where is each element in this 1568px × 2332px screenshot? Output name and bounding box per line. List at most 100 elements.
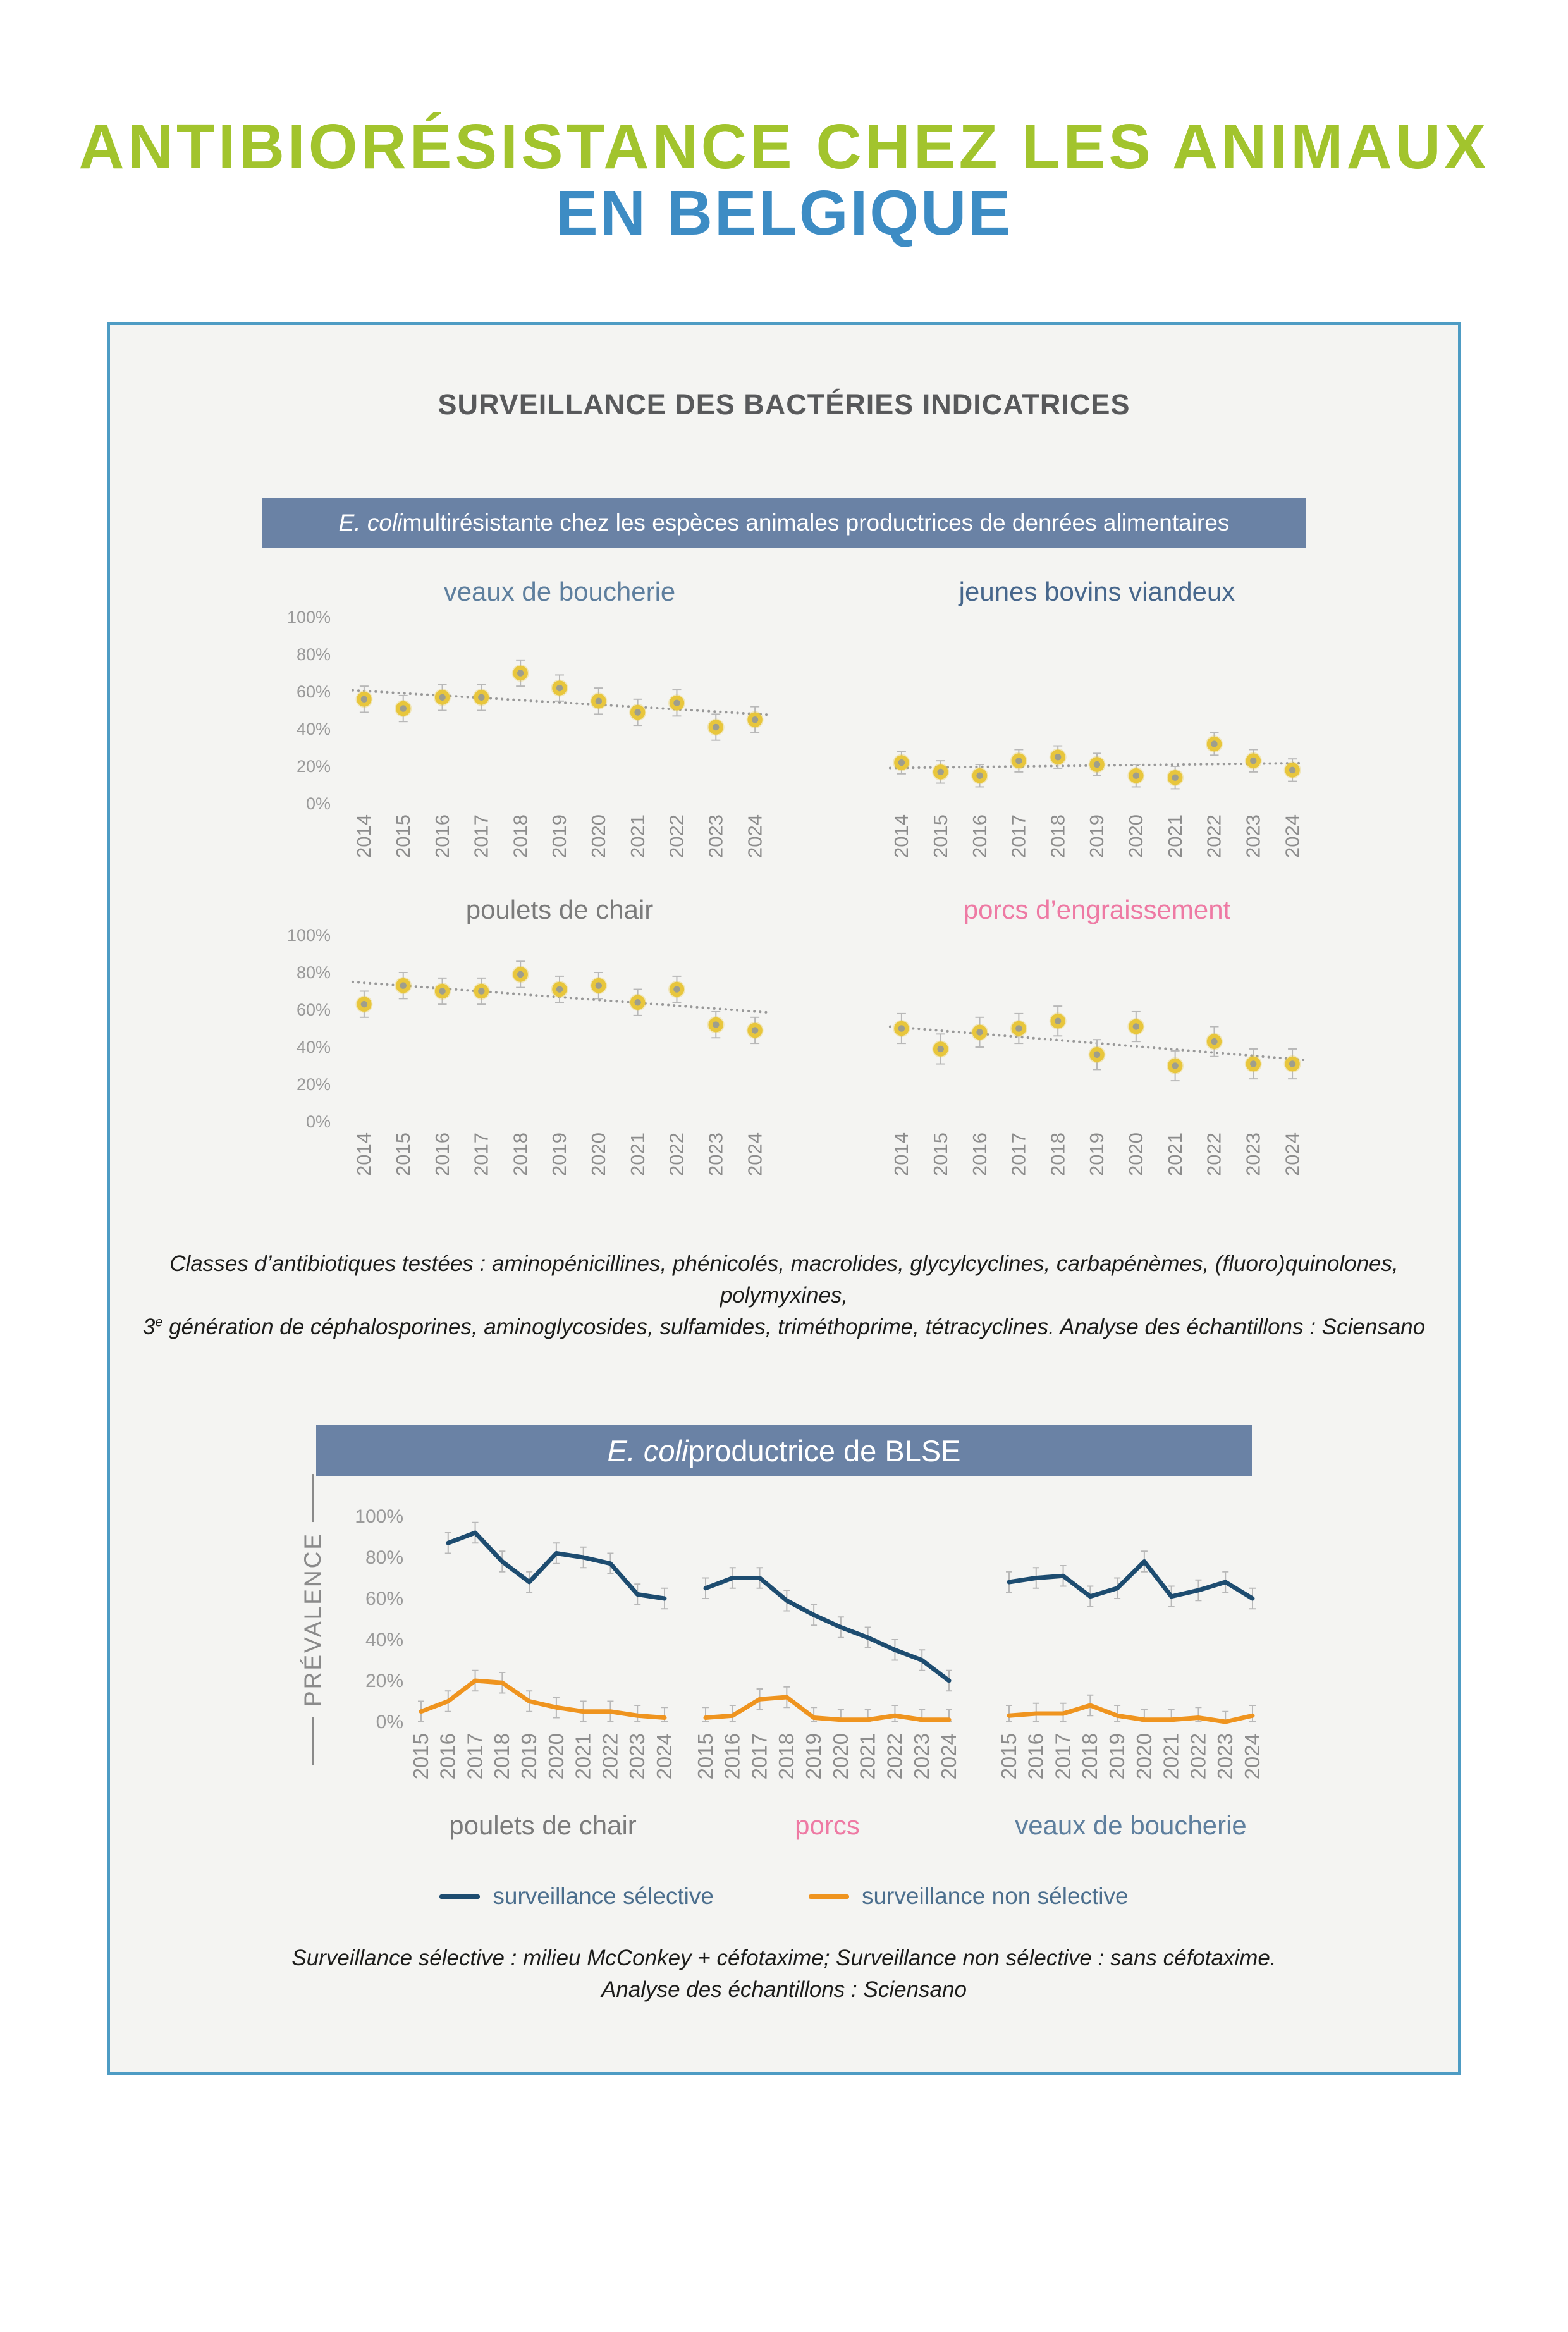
svg-text:2024: 2024 xyxy=(1240,1733,1264,1779)
blse-line-panel-1: 2015 2016 2017 2018 2019 2020 2021 2022 2023 2024… xyxy=(694,1567,960,1840)
svg-text:2021: 2021 xyxy=(627,814,649,858)
svg-text:2016: 2016 xyxy=(431,1132,453,1176)
svg-text:2020: 2020 xyxy=(587,814,609,858)
svg-text:2021: 2021 xyxy=(1160,1733,1183,1779)
svg-text:2015: 2015 xyxy=(929,1132,952,1176)
trend-line xyxy=(351,689,768,716)
banner-ecoli-multiresistante: E. coli multirésistante chez les espèces… xyxy=(262,498,1306,548)
svg-text:100%: 100% xyxy=(355,1506,403,1527)
blse-panel-veaux: 2015 2016 2017 2018 2019 2020 2021 2022 2023 2024… xyxy=(977,1488,1281,1855)
legend-swatch-non-selective xyxy=(808,1894,849,1899)
y-axis-tick-labels: 0% 20% 40% 60% 80% 100% xyxy=(355,1506,403,1733)
surveillance-panel: SURVEILLANCE DES BACTÉRIES INDICATRICES … xyxy=(107,322,1461,2075)
x-axis-year-labels: 2014 2015 2016 2017 2018 2019 2020 2021 2022 2023… xyxy=(353,814,766,858)
svg-text:2023: 2023 xyxy=(705,814,727,858)
svg-text:2020: 2020 xyxy=(544,1733,568,1779)
svg-text:2019: 2019 xyxy=(1105,1733,1129,1779)
data-point-markers xyxy=(355,665,764,736)
svg-text:2017: 2017 xyxy=(463,1733,486,1779)
svg-text:2024: 2024 xyxy=(744,814,766,858)
svg-text:2022: 2022 xyxy=(598,1733,622,1779)
surveillance-note: Surveillance sélective : milieu McConkey… xyxy=(291,1942,1276,2005)
svg-text:2020: 2020 xyxy=(829,1733,852,1779)
svg-text:40%: 40% xyxy=(365,1629,403,1650)
svg-text:2017: 2017 xyxy=(747,1733,771,1779)
banner1-species-italic: E. coli xyxy=(338,510,403,536)
banner2-species-italic: E. coli xyxy=(607,1433,689,1468)
svg-text:2022: 2022 xyxy=(883,1733,906,1779)
svg-text:2017: 2017 xyxy=(1008,1132,1030,1176)
prevalence-axis-column: PRÉVALENCE xyxy=(287,1474,339,1855)
superscript-e: e xyxy=(155,1313,163,1330)
svg-text:2020: 2020 xyxy=(1125,814,1147,858)
svg-text:2021: 2021 xyxy=(627,1132,649,1176)
svg-text:2022: 2022 xyxy=(666,1132,688,1176)
chart-jeunes-bovins-viandeux: jeunes bovins viandeux 2014 2015 2016 2017 20… xyxy=(819,573,1337,880)
svg-text:40%: 40% xyxy=(297,1038,331,1057)
series-line-selective xyxy=(1007,1559,1255,1601)
svg-text:2015: 2015 xyxy=(392,1132,414,1176)
chart-title-group: porcs d’engraissement xyxy=(964,895,1231,924)
antibiotics-note-line1: Classes d’antibiotiques testées : aminop… xyxy=(169,1251,1399,1308)
blse-line-panel-0: 0% 20% 40% 60% 80% 100% 2015 2016 2017 2018 2019 20… xyxy=(355,1506,676,1840)
y-axis-tick-labels: 0% 20% 40% 60% 80% 100% xyxy=(287,608,331,813)
panel-caption: veaux de boucherie xyxy=(1015,1810,1247,1840)
svg-text:2014: 2014 xyxy=(890,814,912,858)
svg-text:2019: 2019 xyxy=(548,1132,570,1176)
svg-text:2018: 2018 xyxy=(490,1733,513,1779)
svg-text:2023: 2023 xyxy=(705,1132,727,1176)
svg-text:2014: 2014 xyxy=(353,1132,375,1176)
banner1-text: multirésistante chez les espèces animale… xyxy=(402,510,1230,536)
legend-item-non-selective: surveillance non sélective xyxy=(808,1883,1129,1910)
chart-title: poulets de chair xyxy=(466,895,654,924)
chart-veaux-de-boucherie: veaux de boucherie 0% 20% 40% 60% 80% 100% 2014… xyxy=(231,573,800,880)
svg-text:60%: 60% xyxy=(365,1588,403,1609)
svg-text:2024: 2024 xyxy=(1281,814,1303,858)
svg-text:2019: 2019 xyxy=(1086,1132,1108,1176)
svg-text:80%: 80% xyxy=(365,1547,403,1568)
data-point-markers xyxy=(893,735,1301,787)
svg-text:2019: 2019 xyxy=(802,1733,825,1779)
svg-text:2016: 2016 xyxy=(1024,1733,1048,1779)
svg-text:2021: 2021 xyxy=(1164,814,1186,858)
svg-text:20%: 20% xyxy=(297,757,331,776)
surveillance-note-line1: Surveillance sélective : milieu McConkey… xyxy=(291,1946,1277,1971)
svg-text:2024: 2024 xyxy=(937,1733,960,1779)
svg-text:20%: 20% xyxy=(365,1671,403,1691)
x-axis-year-labels: 2015 2016 2017 2018 2019 2020 2021 2022 2023 2024 xyxy=(409,1733,676,1779)
svg-text:2021: 2021 xyxy=(1164,1132,1186,1176)
svg-text:2016: 2016 xyxy=(969,814,991,858)
legend-swatch-selective xyxy=(439,1894,481,1899)
legend-label-non-selective: surveillance non sélective xyxy=(861,1883,1129,1910)
data-point-markers xyxy=(355,966,764,1040)
x-axis-year-labels: 2015 2016 2017 2018 2019 2020 2021 2022 2023 2024 xyxy=(997,1733,1264,1779)
banner-ecoli-blse: E. coli productrice de BLSE xyxy=(316,1425,1252,1477)
svg-text:60%: 60% xyxy=(297,682,331,701)
svg-text:2018: 2018 xyxy=(1046,1132,1069,1176)
svg-text:100%: 100% xyxy=(287,926,331,945)
blse-chart-block: PRÉVALENCE 0% 20% 40% 60% 80% 100% 2015 2016 201… xyxy=(287,1474,1281,1855)
svg-text:2024: 2024 xyxy=(652,1733,674,1779)
svg-text:80%: 80% xyxy=(297,645,331,664)
svg-text:2015: 2015 xyxy=(694,1733,717,1779)
x-axis-year-labels: 2015 2016 2017 2018 2019 2020 2021 2022 2023 2024 xyxy=(694,1733,960,1779)
chart-poulets-de-chair: poulets de chair 0% 20% 40% 60% 80% 100% 2014 20… xyxy=(231,891,800,1198)
svg-text:2021: 2021 xyxy=(856,1733,879,1779)
blse-panel-poulets: 0% 20% 40% 60% 80% 100% 2015 2016 2017 2018 2019 20… xyxy=(339,1488,676,1855)
svg-text:2015: 2015 xyxy=(392,814,414,858)
svg-text:2020: 2020 xyxy=(1125,1132,1147,1176)
chart-porcs-engraissement: porcs d’engraissement 2014 2015 2016 2017 201… xyxy=(819,891,1337,1198)
error-bars xyxy=(359,960,760,1045)
svg-text:0%: 0% xyxy=(376,1712,403,1733)
blse-line-panel-2: 2015 2016 2017 2018 2019 2020 2021 2022 2023 2024… xyxy=(997,1550,1264,1840)
svg-text:2023: 2023 xyxy=(910,1733,933,1779)
svg-text:2016: 2016 xyxy=(969,1132,991,1176)
svg-text:2023: 2023 xyxy=(1213,1733,1237,1779)
svg-text:2014: 2014 xyxy=(890,1132,912,1176)
svg-text:2022: 2022 xyxy=(1203,814,1225,858)
y-axis-tick-labels: 0% 20% 40% 60% 80% 100% xyxy=(287,926,331,1131)
svg-text:2017: 2017 xyxy=(470,814,493,858)
error-ticks xyxy=(418,1522,668,1723)
svg-text:20%: 20% xyxy=(297,1075,331,1094)
